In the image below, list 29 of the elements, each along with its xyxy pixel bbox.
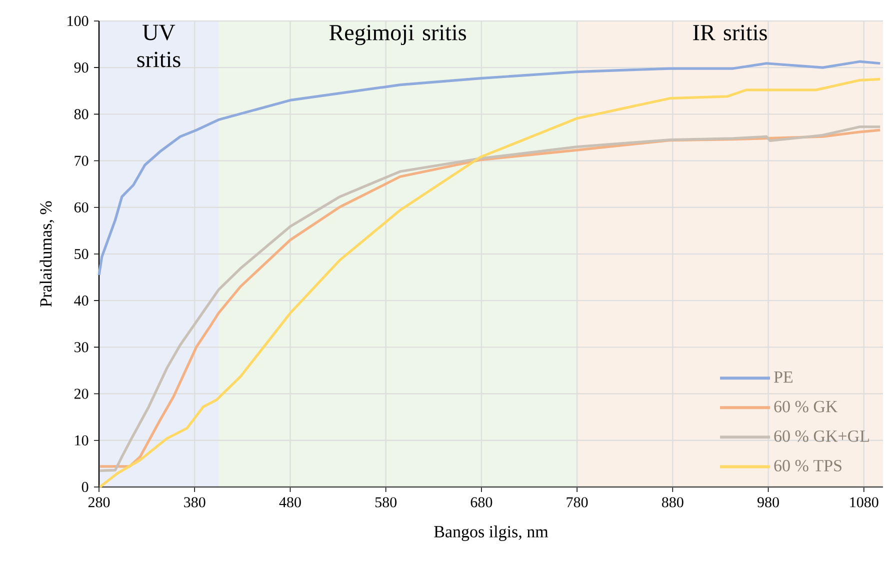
y-tick-label: 100 [68, 16, 88, 26]
x-tick-label: 680 [470, 497, 492, 508]
x-tick-label: 780 [566, 497, 588, 508]
y-tick-label: 70 [74, 156, 88, 166]
y-axis-title: Pralaidumas, % [40, 201, 54, 307]
y-tick-label: 0 [82, 482, 88, 492]
legend-label: PE [774, 371, 793, 383]
x-tick-label: 480 [279, 497, 301, 508]
legend-label: 60 % GK+GL [774, 430, 869, 442]
x-tick-label: 580 [375, 497, 397, 508]
y-tick-label: 90 [74, 62, 88, 73]
band-label: IR sritis [693, 24, 767, 40]
y-tick-label: 80 [74, 109, 88, 120]
x-tick-label: 1080 [850, 497, 878, 508]
x-tick-label: 280 [88, 497, 110, 508]
x-tick-label: 980 [758, 497, 779, 508]
y-tick-label: 30 [74, 342, 88, 352]
y-tick-label: 10 [75, 435, 88, 446]
band-label: UV sritis [137, 24, 180, 68]
y-tick-label: 50 [74, 248, 88, 260]
band-label: Regimoji sritis [329, 24, 466, 46]
y-tick-label: 20 [74, 388, 88, 399]
legend-label: 60 % GK [774, 400, 838, 412]
y-tick-label: 60 [74, 202, 88, 212]
legend-label: 60 % TPS [774, 460, 842, 472]
x-axis-title: Bangos ilgis, nm [434, 526, 548, 541]
y-tick-label: 40 [74, 296, 88, 306]
x-tick-label: 380 [184, 497, 206, 508]
x-tick-label: 880 [662, 497, 684, 508]
